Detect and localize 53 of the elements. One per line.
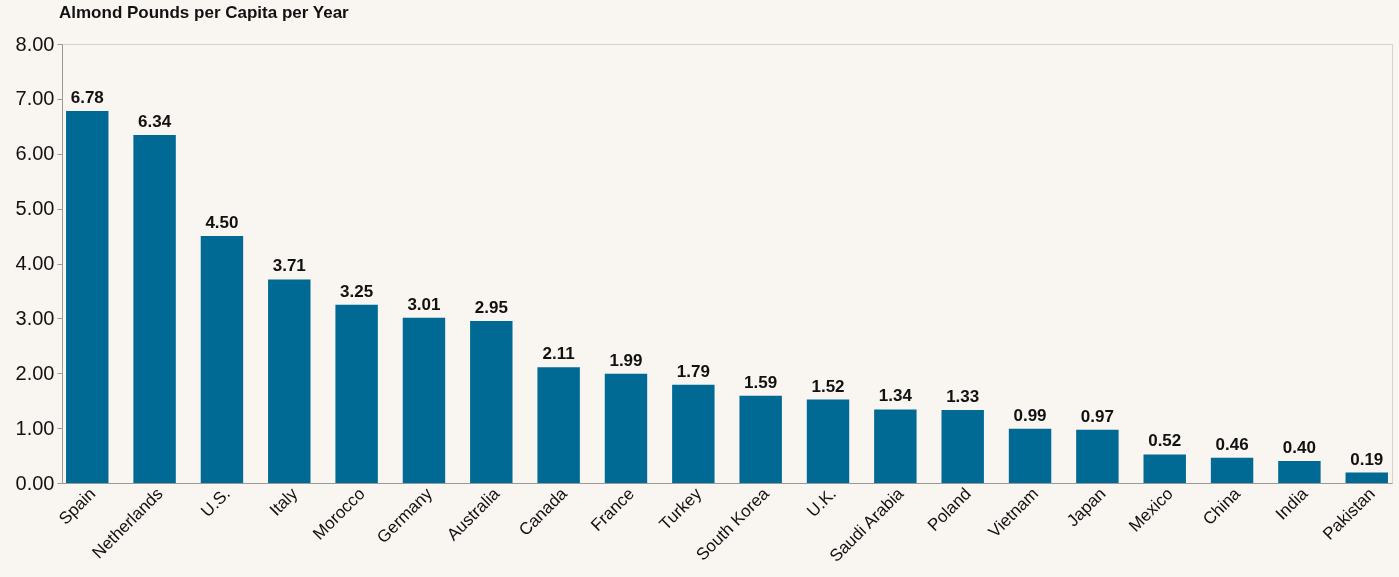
data-label: 1.34 [878, 386, 913, 406]
bar [537, 367, 580, 483]
data-label: 0.99 [1013, 405, 1047, 425]
data-label: 6.34 [138, 112, 172, 132]
data-label: 0.40 [1282, 438, 1316, 458]
y-tick-label: 4.00 [15, 252, 55, 274]
bar [1008, 428, 1052, 483]
chart-title: Almond Pounds per Capita per Year [59, 3, 350, 22]
bar [1143, 454, 1186, 483]
x-tick-label: U.K. [803, 484, 841, 521]
bar [1210, 457, 1254, 483]
data-label: 0.52 [1148, 431, 1182, 451]
data-label: 6.78 [70, 87, 104, 107]
data-label: 1.99 [609, 350, 643, 370]
bar [1076, 429, 1119, 483]
y-tick-label: 7.00 [15, 87, 55, 110]
bar [874, 409, 917, 483]
x-tick-label: U.S. [197, 484, 234, 521]
data-label: 1.59 [744, 372, 778, 392]
y-tick-label: 3.00 [15, 306, 55, 329]
y-tick-label: 5.00 [15, 197, 55, 220]
y-tick-label: 0.00 [15, 471, 55, 494]
bar [66, 110, 109, 483]
bar [604, 373, 648, 483]
data-label: 0.19 [1350, 449, 1384, 469]
y-tick-label: 2.00 [15, 361, 55, 384]
y-tick-label: 8.00 [15, 32, 55, 55]
data-label: 1.33 [946, 387, 980, 407]
bar [739, 395, 782, 483]
bar [268, 279, 311, 483]
data-label: 0.46 [1215, 434, 1249, 454]
bar [672, 384, 715, 483]
y-tick-label: 6.00 [15, 142, 55, 165]
data-label: 0.97 [1080, 406, 1114, 426]
bar [1345, 472, 1388, 483]
data-label: 3.01 [407, 294, 441, 314]
data-label: 1.79 [676, 361, 710, 381]
data-label: 3.25 [340, 281, 374, 301]
data-label: 3.71 [272, 256, 306, 276]
data-label: 2.95 [474, 298, 508, 318]
y-tick-label: 1.00 [15, 416, 55, 439]
data-label: 2.11 [542, 344, 575, 364]
data-label: 1.52 [811, 376, 845, 396]
bar [200, 236, 244, 483]
x-tick-label: Italy [265, 483, 302, 520]
data-label: 4.50 [205, 213, 239, 233]
bar [133, 135, 176, 483]
bar [335, 304, 378, 483]
bar [941, 410, 984, 483]
bar [1278, 461, 1321, 483]
bar [470, 321, 513, 483]
bar [806, 399, 850, 483]
bar [402, 317, 446, 483]
